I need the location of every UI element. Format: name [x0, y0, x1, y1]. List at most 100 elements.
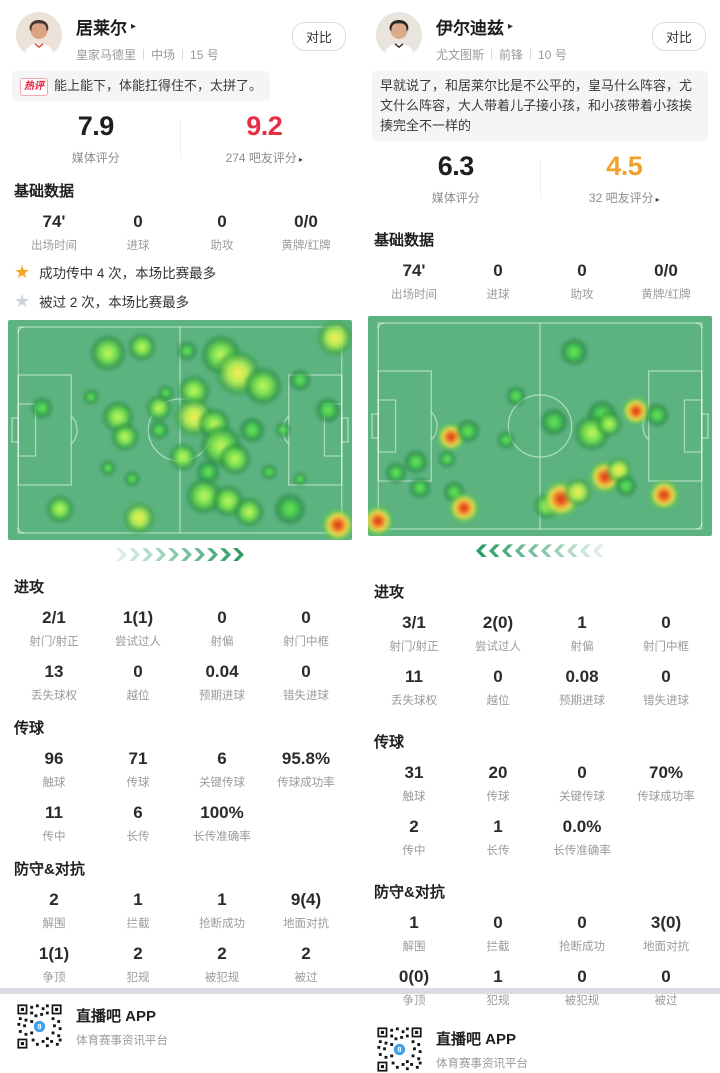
section-passing: 传球 96 触球 71 传球 6 关键传球 95.8% 传球成功率 11 传中 6 长传 100% 长传准…	[12, 717, 348, 844]
caret-right-icon: ▸	[298, 155, 303, 165]
stat-label: 长传准确率	[193, 831, 251, 844]
stat-label: 射偏	[570, 641, 594, 654]
highlight-item: ★ 成功传中 4 次，本场比赛最多	[12, 262, 348, 282]
stat-label: 丢失球权	[391, 695, 437, 708]
section-title: 进攻	[374, 584, 405, 602]
stat-cell: 0 助攻	[540, 261, 624, 302]
fan-score-label-text: 274 吧友评分	[225, 151, 297, 166]
chevron-icon	[220, 548, 231, 562]
stat-grid: 96 触球 71 传球 6 关键传球 95.8% 传球成功率 11 传中 6 长传 100% 长传准确率	[12, 749, 348, 844]
stat-label: 拦截	[126, 918, 150, 931]
stat-cell: 9(4) 地面对抗	[264, 890, 348, 931]
stat-label: 被犯规	[204, 972, 240, 985]
hot-comment-wrap: 热评 能上能下，体能扛得住不，太拼了。	[12, 63, 348, 102]
app-tagline: 体育赛事资讯平台	[76, 1035, 168, 1048]
stat-label: 传中	[42, 831, 66, 844]
player-header: 居莱尔 ▸ 皇家马德里 中场 15 号 对比	[12, 12, 348, 63]
stat-label: 越位	[486, 695, 510, 708]
bottom-bar	[0, 988, 720, 994]
stat-value: 20	[488, 763, 508, 783]
heat-blob	[314, 397, 341, 424]
stat-label: 关键传球	[559, 791, 605, 804]
fan-score-label[interactable]: 274 吧友评分 ▸	[181, 149, 349, 166]
stat-cell: 1 拦截	[96, 890, 180, 931]
stat-cell: 1 长传	[456, 817, 540, 858]
stat-cell: 0 抢断成功	[540, 913, 624, 954]
chevron-icon	[515, 544, 526, 557]
stat-value: 11	[405, 667, 423, 687]
chevron-icon	[541, 544, 552, 557]
heat-blob	[316, 320, 352, 356]
stat-label: 触球	[42, 777, 66, 790]
shirt-number: 15 号	[190, 48, 219, 62]
stat-cell: 96 触球	[12, 749, 96, 790]
stat-value: 1(1)	[38, 944, 70, 964]
app-name: 直播吧 APP	[436, 1031, 517, 1049]
fan-score-label[interactable]: 32 吧友评分 ▸	[541, 189, 709, 206]
app-footer: 8 直播吧 APP 体育赛事资讯平台	[372, 1026, 708, 1073]
stat-cell: 0 射门中框	[264, 608, 348, 649]
heat-blob	[123, 470, 140, 487]
heat-blob	[322, 508, 352, 541]
heat-blob	[496, 430, 515, 449]
heatmap-blobs	[368, 316, 712, 537]
player-name-row[interactable]: 伊尔迪兹 ▸	[436, 14, 567, 39]
stat-cell: 13 丢失球权	[12, 662, 96, 703]
stat-cell: 0 关键传球	[540, 763, 624, 804]
heat-blob	[563, 478, 592, 507]
stat-cell: 2 被过	[264, 944, 348, 985]
section-title: 传球	[374, 734, 405, 752]
chevron-icon	[181, 548, 192, 562]
stat-grid: 2 解围 1 拦截 1 抢断成功 9(4) 地面对抗 1(1) 争顶 2 犯规 2 被犯规 2 被过	[12, 890, 348, 985]
stat-value: 71	[128, 749, 148, 769]
stat-cell: 0/0 黄牌/红牌	[624, 261, 708, 302]
divider	[179, 119, 181, 158]
ratings: 6.3 媒体评分 4.5 32 吧友评分 ▸	[372, 151, 708, 206]
caret-right-icon: ▸	[131, 20, 137, 32]
stat-cell: 1(1) 争顶	[12, 944, 96, 985]
stat-value: 3/1	[402, 613, 426, 633]
stat-label: 长传	[126, 831, 150, 844]
stat-value: 0	[133, 212, 143, 232]
stat-label: 争顶	[42, 972, 66, 985]
star-icon: ★	[14, 262, 31, 283]
stat-grid: 1 解围 0 拦截 0 抢断成功 3(0) 地面对抗 0(0) 争顶 1 犯规 0 被犯规 0 被过	[372, 913, 708, 1008]
heat-blob	[128, 332, 157, 361]
stat-cell: 3(0) 地面对抗	[624, 913, 708, 954]
player-name-row[interactable]: 居莱尔 ▸	[76, 14, 219, 39]
heat-blob	[449, 492, 480, 523]
stat-value: 1	[493, 817, 503, 837]
media-rating: 6.3 媒体评分	[372, 151, 540, 206]
stat-value: 0	[493, 913, 503, 933]
heat-blob	[560, 337, 589, 366]
stat-label: 拦截	[486, 941, 510, 954]
stat-value: 2/1	[42, 608, 66, 628]
player-head-info: 伊尔迪兹 ▸ 尤文图斯 前锋 10 号	[436, 12, 567, 63]
heat-blob	[404, 449, 429, 474]
compare-button[interactable]: 对比	[651, 22, 706, 51]
team-name: 尤文图斯	[436, 48, 485, 62]
media-score-label: 媒体评分	[431, 191, 480, 206]
stat-label: 传球成功率	[277, 777, 335, 790]
stat-label: 被过	[294, 972, 318, 985]
heat-blob	[275, 422, 292, 439]
stat-cell: 0 越位	[96, 662, 180, 703]
stat-cell: 0 射门中框	[624, 613, 708, 654]
heat-blob	[615, 474, 637, 497]
chevron-icon	[502, 544, 513, 557]
highlight-text: 成功传中 4 次，本场比赛最多	[39, 266, 217, 282]
stat-value: 0/0	[654, 261, 678, 281]
stat-value: 1	[133, 890, 143, 910]
stat-label: 解围	[402, 941, 426, 954]
stat-label: 助攻	[210, 240, 234, 253]
stat-value: 0	[217, 608, 227, 628]
hot-comment: 热评 能上能下，体能扛得住不，太拼了。	[12, 71, 271, 102]
chevron-icon	[567, 544, 578, 557]
compare-button[interactable]: 对比	[291, 22, 346, 51]
stat-label: 射门中框	[283, 636, 329, 649]
chevron-icon	[528, 544, 539, 557]
heat-blob	[149, 420, 170, 441]
heat-blob	[31, 397, 54, 420]
stat-label: 传球	[126, 777, 150, 790]
heat-blob	[274, 493, 307, 526]
